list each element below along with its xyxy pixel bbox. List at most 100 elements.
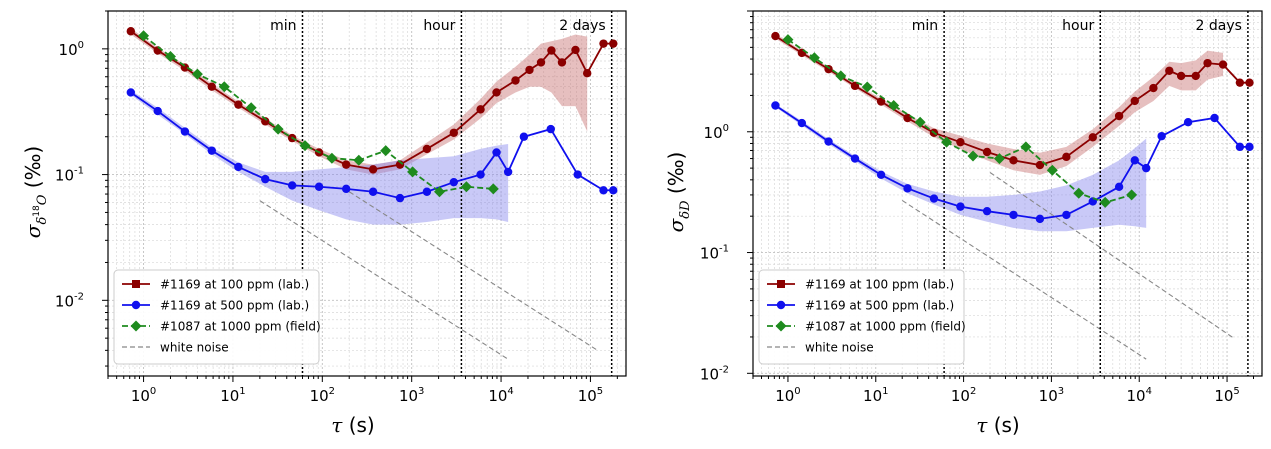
data-point-lab100 (1191, 71, 1200, 81)
legend-label: white noise (160, 341, 229, 355)
vline-label: min (912, 18, 938, 34)
data-point-lab100 (1114, 111, 1124, 121)
data-point-lab500 (287, 181, 297, 190)
data-point-lab500 (1130, 156, 1139, 165)
x-tick-label: 100 (131, 386, 156, 405)
x-tick-label: 105 (1214, 386, 1239, 405)
data-point-lab500 (876, 170, 886, 180)
y-axis-symbol: σ (21, 223, 45, 238)
x-tick-label: 102 (310, 386, 335, 405)
legend-marker (132, 280, 140, 288)
data-point-lab100 (536, 58, 546, 67)
x-axis-symbol: τ (976, 413, 988, 437)
y-tick-label: 10-1 (55, 166, 84, 185)
data-point-lab100 (261, 117, 270, 126)
data-point-lab500 (368, 187, 378, 196)
x-tick-exponent: 0 (150, 386, 156, 397)
legend-item-field1000: #1087 at 1000 ppm (field) (767, 320, 966, 334)
data-point-lab500 (207, 146, 216, 155)
vline-label: min (270, 18, 296, 34)
data-point-field1000 (782, 34, 794, 46)
legend-label: white noise (805, 341, 874, 355)
axes-frame (752, 10, 1263, 377)
data-point-lab500 (903, 184, 912, 193)
x-axis-label: τ (s) (976, 413, 1019, 437)
data-point-lab500 (1035, 214, 1045, 224)
uncertainty-band-lab500 (775, 103, 1147, 232)
data-point-lab100 (1218, 60, 1228, 69)
data-point-lab100 (599, 39, 608, 48)
data-point-lab100 (956, 137, 965, 147)
data-point-field1000 (1099, 196, 1111, 208)
data-point-field1000 (1126, 189, 1138, 201)
data-point-lab100 (341, 160, 351, 169)
data-point-lab100 (571, 45, 580, 55)
data-point-lab100 (582, 69, 592, 78)
data-point-lab100 (982, 147, 992, 157)
y-tick-exponent: -1 (74, 166, 84, 177)
data-point-lab100 (422, 144, 432, 154)
y-axis-subscript: δD (678, 200, 693, 219)
vline-label: hour (1062, 18, 1094, 34)
data-point-lab500 (546, 124, 555, 134)
x-tick-exponent: 4 (1146, 386, 1152, 397)
data-point-lab500 (476, 170, 485, 179)
data-point-lab500 (422, 187, 432, 196)
data-point-field1000 (299, 140, 311, 152)
x-axis-unit: (s) (342, 413, 374, 437)
data-point-field1000 (460, 181, 472, 193)
data-point-lab500 (261, 174, 270, 184)
legend-box (758, 269, 965, 365)
data-point-lab500 (771, 101, 780, 110)
data-point-lab500 (1183, 118, 1193, 127)
series-lab100 (771, 31, 1254, 170)
data-point-lab500 (341, 184, 351, 194)
white-noise-line-1 (901, 199, 1147, 360)
data-point-field1000 (380, 145, 392, 157)
data-point-lab100 (1235, 78, 1245, 87)
y-tick-exponent: 0 (723, 123, 729, 134)
y-tick-label: 10-2 (55, 291, 84, 310)
x-tick-exponent: 2 (970, 386, 976, 397)
data-point-lab100 (850, 81, 860, 91)
data-point-lab500 (956, 202, 965, 211)
data-point-lab100 (1165, 66, 1174, 75)
legend-label: #1087 at 1000 ppm (field) (160, 320, 321, 334)
series-line-field1000 (787, 38, 1132, 204)
y-tick-exponent: 0 (78, 40, 84, 51)
data-point-field1000 (1020, 141, 1032, 153)
data-point-field1000 (407, 166, 419, 178)
data-point-lab100 (797, 48, 807, 58)
data-point-lab500 (1009, 210, 1018, 220)
data-point-lab500 (599, 186, 608, 195)
x-tick-label: 104 (1126, 386, 1151, 405)
vline-label: 2 days (1196, 18, 1242, 34)
data-point-lab100 (1035, 160, 1045, 170)
data-point-lab100 (492, 88, 501, 97)
data-point-lab100 (1088, 133, 1097, 142)
legend-box (113, 269, 320, 365)
data-point-field1000 (967, 150, 979, 162)
x-tick-label: 105 (578, 386, 603, 405)
data-point-lab500 (1245, 142, 1254, 152)
data-point-lab100 (207, 82, 216, 91)
uncertainty-band-lab500 (130, 90, 509, 225)
legend-label: #1087 at 1000 ppm (field) (805, 320, 966, 334)
data-point-lab100 (547, 46, 556, 55)
data-point-lab500 (503, 167, 513, 177)
y-axis-subscript-2: O (35, 194, 50, 205)
data-point-lab500 (609, 186, 618, 195)
data-point-lab500 (234, 162, 243, 172)
data-point-lab500 (449, 177, 459, 187)
data-point-field1000 (888, 100, 900, 112)
uncertainty-band-lab100 (130, 28, 588, 175)
x-tick-label: 101 (863, 386, 888, 405)
data-point-lab100 (557, 58, 567, 67)
x-tick-exponent: 0 (794, 386, 800, 397)
data-point-lab100 (234, 100, 243, 109)
series-field1000 (138, 30, 499, 198)
data-point-field1000 (1046, 164, 1058, 176)
data-point-lab100 (876, 97, 886, 106)
data-point-field1000 (861, 81, 873, 93)
data-point-lab100 (1245, 78, 1254, 87)
